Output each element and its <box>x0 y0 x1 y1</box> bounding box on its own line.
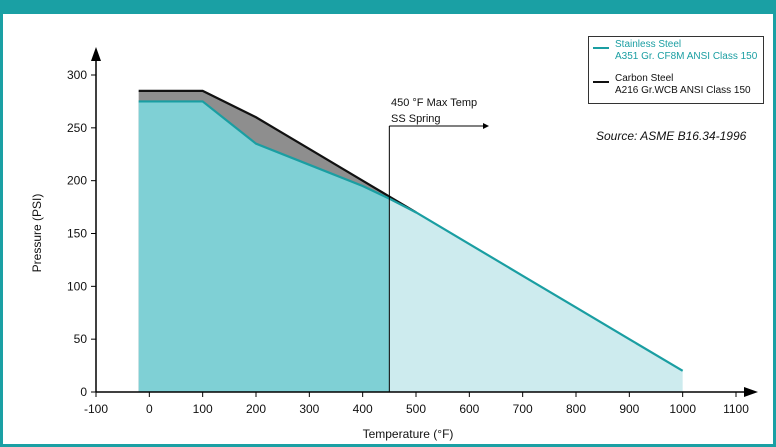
y-tick-label: 0 <box>80 385 87 399</box>
legend-carbon-line-1: Carbon Steel <box>615 73 674 84</box>
y-tick-label: 150 <box>67 227 87 241</box>
header-bar <box>3 0 776 14</box>
y-axis-arrow <box>91 47 101 61</box>
source-note: Source: ASME B16.34-1996 <box>596 129 747 143</box>
y-tick-label: 300 <box>67 68 87 82</box>
stainless-steel-area <box>138 101 390 393</box>
max-temp-annotation: 450 °F Max Temp SS Spring <box>391 95 477 127</box>
x-tick-label: 600 <box>459 402 479 416</box>
x-tick-label: 300 <box>299 402 319 416</box>
y-tick-label: 50 <box>74 332 88 346</box>
chart-canvas: -100 0 100 200 300 400 500 600 700 800 900 1000 1100… <box>30 47 758 441</box>
x-tick-label: 1000 <box>669 402 696 416</box>
x-tick-label: 800 <box>566 402 586 416</box>
max-temp-marker <box>388 123 489 392</box>
x-tick-label: 500 <box>406 402 426 416</box>
annotation-line-2: SS Spring <box>391 113 441 125</box>
y-axis-label: Pressure (PSI) <box>30 194 44 273</box>
x-axis-arrow <box>744 387 758 397</box>
chart-ticks: -100 0 100 200 300 400 500 600 700 800 900 1000 1100… <box>67 68 749 416</box>
y-tick-label: 100 <box>67 279 87 293</box>
x-tick-label: -100 <box>84 402 108 416</box>
stainless-steel-area-extended <box>389 198 683 392</box>
chart-areas <box>138 90 683 393</box>
legend-carbon-line-2: A216 Gr.WCB ANSI Class 150 <box>615 85 751 96</box>
legend-swatch-carbon <box>593 81 609 83</box>
x-tick-label: 100 <box>193 402 213 416</box>
legend: Stainless Steel A351 Gr. CF8M ANSI Class… <box>588 36 764 104</box>
max-temp-bracket-arrow <box>483 123 489 129</box>
x-tick-label: 0 <box>146 402 153 416</box>
x-tick-label: 700 <box>513 402 533 416</box>
annotation-line-1: 450 °F Max Temp <box>391 97 478 109</box>
x-tick-label: 200 <box>246 402 266 416</box>
stainless-steel-line <box>138 100 684 372</box>
x-tick-label: 1100 <box>723 402 749 416</box>
x-tick-label: 400 <box>353 402 373 416</box>
legend-stainless-line-1: Stainless Steel <box>615 39 682 50</box>
legend-swatch-stainless <box>593 47 609 49</box>
x-tick-label: 900 <box>619 402 639 416</box>
legend-item-stainless: Stainless Steel A351 Gr. CF8M ANSI Class… <box>593 39 757 63</box>
chart-axes <box>91 47 758 397</box>
x-axis-label: Temperature (°F) <box>363 427 454 441</box>
legend-stainless-line-2: A351 Gr. CF8M ANSI Class 150 <box>615 51 758 62</box>
y-tick-label: 200 <box>67 174 87 188</box>
legend-item-carbon: Carbon Steel A216 Gr.WCB ANSI Class 150 <box>593 73 751 97</box>
y-tick-label: 250 <box>67 121 87 135</box>
